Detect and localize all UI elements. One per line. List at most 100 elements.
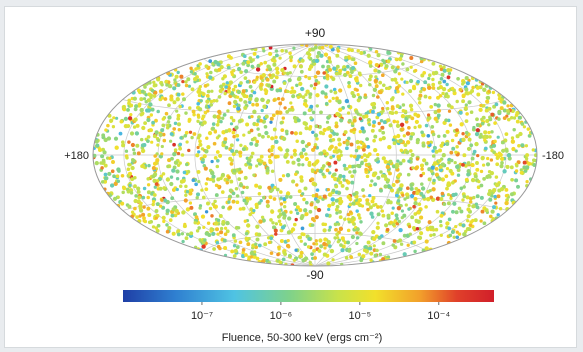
burst-point	[462, 232, 467, 237]
burst-point	[301, 147, 306, 153]
burst-point	[431, 86, 436, 90]
burst-point	[204, 64, 209, 69]
burst-point	[274, 232, 278, 236]
burst-point	[479, 169, 484, 174]
burst-point	[502, 108, 507, 113]
burst-point	[136, 189, 141, 194]
burst-point	[305, 89, 310, 94]
burst-point	[311, 110, 316, 115]
burst-point	[419, 215, 424, 220]
burst-point	[242, 93, 247, 99]
burst-point	[466, 219, 470, 223]
burst-point	[215, 122, 220, 127]
burst-point	[512, 127, 516, 132]
burst-point	[398, 161, 403, 166]
burst-point	[296, 157, 301, 163]
burst-point	[198, 142, 203, 147]
burst-point	[467, 78, 471, 83]
burst-point	[405, 67, 410, 72]
burst-point	[246, 63, 251, 68]
burst-point	[209, 99, 214, 104]
burst-point	[235, 63, 239, 67]
burst-point	[440, 162, 445, 167]
burst-point	[358, 232, 363, 236]
burst-point	[303, 242, 307, 246]
burst-point	[352, 127, 357, 132]
burst-point	[415, 157, 420, 161]
burst-point	[358, 73, 362, 77]
burst-point	[341, 106, 345, 110]
burst-point	[229, 116, 234, 120]
burst-point	[331, 96, 335, 101]
burst-point	[322, 228, 327, 233]
label-bottom: -90	[306, 268, 324, 282]
burst-point	[490, 130, 494, 134]
burst-point	[178, 146, 182, 151]
burst-point	[325, 168, 330, 173]
burst-point	[321, 164, 326, 168]
burst-point	[322, 71, 326, 75]
burst-point	[419, 231, 424, 236]
burst-point	[195, 196, 199, 200]
burst-point	[228, 188, 233, 193]
burst-point	[363, 144, 367, 149]
burst-point	[205, 94, 210, 98]
burst-point	[252, 109, 257, 114]
burst-point	[190, 135, 194, 140]
burst-point	[217, 95, 222, 99]
burst-point	[524, 144, 529, 148]
burst-point	[344, 255, 349, 260]
burst-point	[312, 242, 316, 246]
burst-point	[158, 186, 163, 191]
burst-point	[193, 72, 197, 76]
burst-point	[136, 151, 141, 156]
burst-point	[131, 158, 136, 163]
burst-point	[280, 128, 285, 132]
burst-point	[461, 198, 465, 202]
burst-point	[176, 122, 182, 127]
burst-point	[366, 117, 372, 123]
burst-point	[336, 240, 340, 244]
burst-point	[328, 134, 333, 139]
burst-point	[146, 98, 151, 103]
burst-point	[127, 140, 131, 144]
burst-point	[292, 148, 297, 153]
burst-point	[181, 239, 185, 244]
burst-point	[215, 164, 220, 169]
burst-point	[506, 117, 511, 122]
burst-point	[501, 148, 506, 153]
burst-point	[167, 158, 172, 163]
burst-point	[396, 173, 401, 178]
burst-point	[293, 222, 297, 227]
burst-point	[316, 207, 322, 213]
burst-point	[244, 236, 249, 241]
burst-point	[339, 118, 344, 123]
burst-point	[193, 221, 197, 225]
burst-point	[257, 243, 262, 248]
burst-point	[241, 250, 245, 255]
burst-point	[143, 219, 148, 224]
burst-point	[335, 232, 339, 237]
burst-point	[337, 142, 342, 147]
burst-point	[229, 122, 234, 126]
burst-point	[493, 139, 497, 144]
burst-point	[288, 55, 294, 60]
burst-point	[487, 130, 491, 135]
burst-point	[163, 97, 168, 101]
burst-point	[436, 108, 442, 113]
burst-point	[146, 135, 151, 139]
burst-point	[121, 140, 125, 144]
burst-point	[492, 150, 496, 155]
burst-point	[324, 95, 328, 99]
burst-point	[281, 257, 286, 262]
burst-point	[469, 110, 474, 114]
burst-point	[519, 170, 524, 175]
burst-point	[273, 154, 278, 159]
burst-point	[422, 195, 426, 199]
burst-point	[198, 206, 202, 210]
burst-point	[269, 251, 274, 256]
burst-point	[294, 217, 298, 222]
burst-point	[278, 111, 283, 115]
burst-point	[232, 254, 237, 258]
burst-point	[192, 112, 196, 117]
